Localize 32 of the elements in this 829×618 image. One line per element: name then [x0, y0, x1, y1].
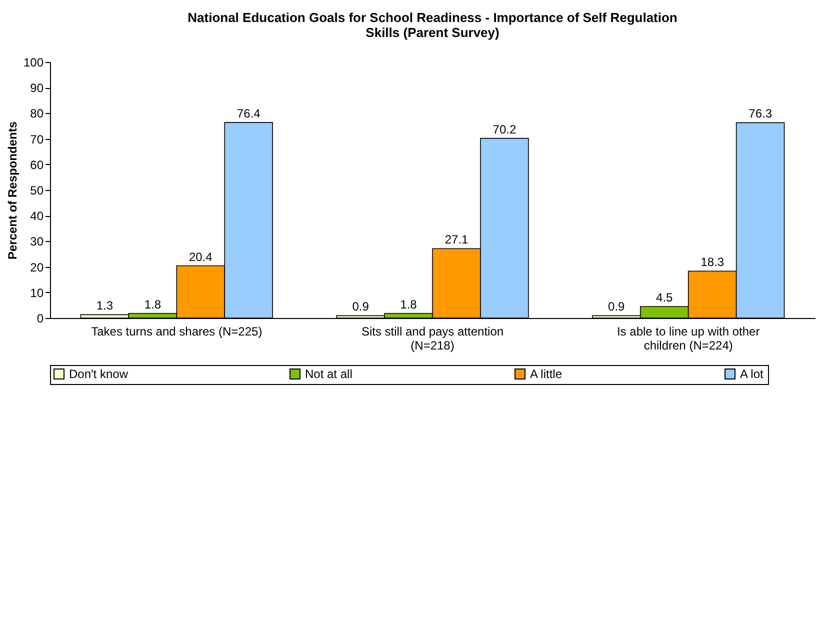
- y-tick-label: 40: [30, 209, 44, 224]
- y-tick-label: 0: [36, 312, 44, 326]
- y-tick-label: 80: [30, 106, 44, 121]
- y-tick-label: 50: [30, 184, 44, 198]
- legend-label: A lot: [740, 367, 764, 381]
- data-label: 18.3: [700, 255, 724, 270]
- y-tick-label: 100: [23, 56, 44, 70]
- x-tick-label: Takes turns and shares (N=225): [91, 324, 262, 338]
- data-label: 1.8: [400, 297, 418, 312]
- y-tick-label: 20: [30, 260, 44, 274]
- data-label: 76.3: [748, 106, 772, 121]
- data-label: 27.1: [444, 232, 468, 247]
- data-label: 1.3: [96, 298, 114, 313]
- y-tick-label: 60: [30, 158, 44, 172]
- y-axis-title: Percent of Respondents: [5, 121, 20, 260]
- data-label: 70.2: [492, 122, 516, 136]
- y-tick-label: 30: [30, 234, 44, 249]
- chart-title: National Education Goals for School Readiness - Importance of Self Regulation Skills (Parent Survey): [188, 10, 678, 40]
- data-label: 76.4: [236, 106, 261, 120]
- data-label: 4.5: [656, 290, 674, 304]
- legend-label: Don't know: [69, 367, 128, 381]
- data-label: 0.9: [352, 300, 370, 314]
- y-tick-label: 90: [30, 81, 44, 96]
- legend-label: A little: [530, 367, 562, 381]
- y-tick-label: 10: [30, 286, 44, 300]
- data-label: 0.9: [608, 300, 626, 314]
- data-label: 1.8: [144, 297, 162, 312]
- y-tick-label: 70: [30, 132, 44, 146]
- x-tick-label: Sits still and pays attention (N=218): [361, 324, 504, 352]
- legend-label: Not at all: [305, 367, 352, 381]
- data-label: 20.4: [188, 250, 213, 264]
- x-tick-label: Is able to line up with other children (N=224): [616, 324, 760, 352]
